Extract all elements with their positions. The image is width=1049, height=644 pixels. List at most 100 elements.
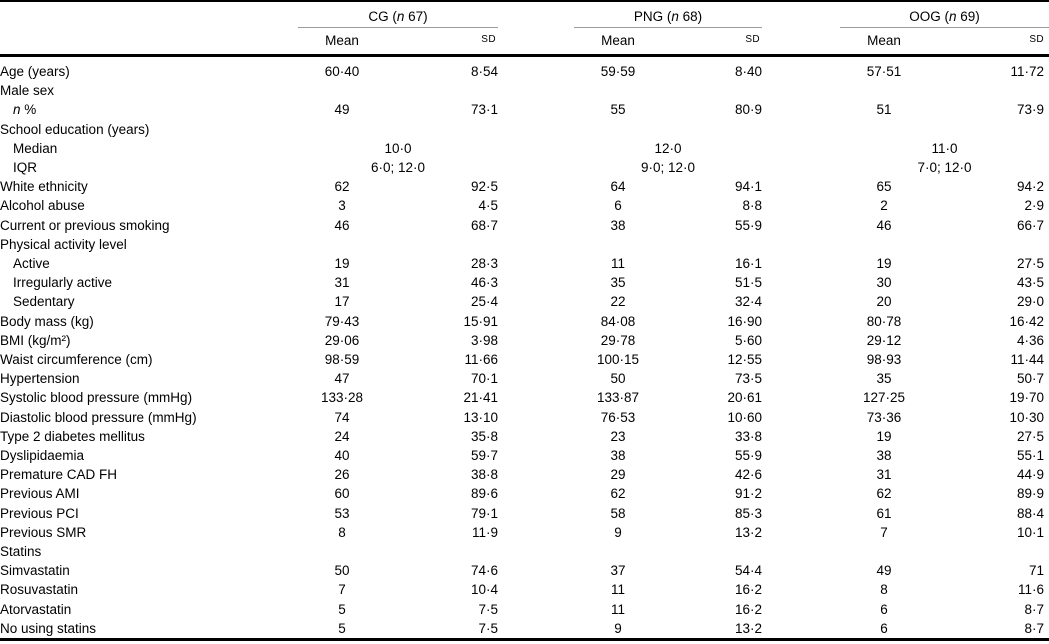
sd-column-header: SD xyxy=(662,27,763,57)
mean-value: 76·53 xyxy=(600,409,636,425)
mean-value: 19 xyxy=(876,428,892,444)
sd-value: 13·10 xyxy=(463,409,498,425)
column-spacer xyxy=(498,542,574,561)
table-row: BMI (kg/m²) 29·06 3·98 29·78 5·60 29·12 4·36 xyxy=(0,331,1049,350)
mean-column-header: Mean xyxy=(840,27,929,57)
sd-value: 10·60 xyxy=(727,409,763,425)
sd-value xyxy=(662,81,762,100)
row-label: Type 2 diabetes mellitus xyxy=(0,428,145,444)
group-header-1: PNG (n 68) xyxy=(574,1,763,28)
sd-value: 44·9 xyxy=(1016,467,1045,483)
row-label: Previous SMR xyxy=(0,524,87,540)
median-iqr-value: 9·0; 12·0 xyxy=(640,160,696,176)
mean-value: 20 xyxy=(876,294,892,310)
sd-value: 42·6 xyxy=(734,467,763,483)
mean-value: 6 xyxy=(880,601,888,617)
mean-value: 50 xyxy=(610,371,626,387)
sd-value: 8·8 xyxy=(742,198,763,214)
row-label: Previous AMI xyxy=(0,486,80,502)
sd-value: 13·2 xyxy=(734,524,763,540)
sd-value: 94·2 xyxy=(1016,179,1045,195)
median-iqr-value: 6·0; 12·0 xyxy=(370,160,426,176)
column-spacer xyxy=(762,139,840,158)
row-label: BMI (kg/m²) xyxy=(0,332,71,348)
row-label: Diastolic blood pressure (mmHg) xyxy=(0,409,197,425)
mean-value: 55 xyxy=(610,102,626,118)
table-row: Waist circumference (cm) 98·59 11·66 100·15… xyxy=(0,350,1049,369)
column-spacer xyxy=(762,273,840,292)
column-spacer xyxy=(762,504,840,523)
table-row: Dyslipidaemia 40 59·7 38 55·9 38 55·1 xyxy=(0,446,1049,465)
sd-value: 11·44 xyxy=(1010,352,1045,368)
table-row: Physical activity level xyxy=(0,235,1049,254)
sd-value: 32·4 xyxy=(734,294,763,310)
sd-value: 35·8 xyxy=(470,428,498,444)
mean-value: 29 xyxy=(610,467,626,483)
sd-value: 43·5 xyxy=(1016,275,1045,291)
mean-value: 98·93 xyxy=(866,352,902,368)
column-spacer xyxy=(762,120,840,139)
row-label: Physical activity level xyxy=(0,236,127,252)
sd-value: 16·42 xyxy=(1009,313,1045,329)
sd-value xyxy=(662,235,762,254)
column-spacer xyxy=(498,56,574,82)
sd-value: 28·3 xyxy=(470,256,498,272)
column-spacer xyxy=(498,465,574,484)
mean-value: 26 xyxy=(334,467,350,483)
column-spacer xyxy=(498,196,574,215)
column-spacer xyxy=(762,542,840,561)
sd-value: 91·2 xyxy=(734,486,763,502)
mean-value: 133·28 xyxy=(320,390,364,406)
group-header-2: OOG (n 69) xyxy=(840,1,1049,28)
mean-value: 9 xyxy=(614,524,622,540)
mean-value: 22 xyxy=(610,294,626,310)
table-header: CG (n 67) PNG (n 68) OOG (n 69) Mean SD Mean… xyxy=(0,1,1049,57)
column-spacer xyxy=(498,388,574,407)
column-spacer xyxy=(762,484,840,503)
sd-value: 55·9 xyxy=(734,217,763,233)
sd-value: 94·1 xyxy=(734,179,763,195)
table-row: Alcohol abuse 3 4·5 6 8·8 2 2·9 xyxy=(0,196,1049,215)
mean-value: 62 xyxy=(876,486,892,502)
row-label: Active xyxy=(13,256,50,272)
column-spacer xyxy=(762,331,840,350)
group-header-row: CG (n 67) PNG (n 68) OOG (n 69) xyxy=(0,1,1049,28)
sd-value: 11·72 xyxy=(1010,64,1045,79)
mean-value: 64 xyxy=(610,179,626,195)
sd-column-header: SD xyxy=(386,27,498,57)
table-row: Atorvastatin 5 7·5 11 16·2 6 8·7 xyxy=(0,600,1049,619)
table-row: White ethnicity 62 92·5 64 94·1 65 94·2 xyxy=(0,177,1049,196)
mean-value: 47 xyxy=(334,371,350,387)
median-iqr-value: 10·0 xyxy=(384,140,412,156)
sd-value: 21·41 xyxy=(463,390,498,406)
column-spacer xyxy=(762,100,840,119)
sd-value: 70·1 xyxy=(470,371,498,387)
row-label: n % xyxy=(13,102,37,118)
column-spacer xyxy=(762,427,840,446)
mean-value: 79·43 xyxy=(324,313,360,329)
sd-value: 16·90 xyxy=(727,313,763,329)
mean-value: 58 xyxy=(610,505,626,521)
row-label: Irregularly active xyxy=(13,275,113,291)
column-spacer xyxy=(498,235,574,254)
italic-n-label: n xyxy=(13,102,21,118)
mean-value: 84·08 xyxy=(600,313,636,329)
column-spacer xyxy=(762,216,840,235)
median-iqr-value: 11·0 xyxy=(931,140,958,156)
mean-value: 29·12 xyxy=(866,332,902,348)
row-label: School education (years) xyxy=(0,121,150,137)
column-spacer xyxy=(762,254,840,273)
mean-value: 6 xyxy=(614,198,622,214)
column-spacer xyxy=(498,446,574,465)
sd-value xyxy=(386,542,498,561)
mean-value: 38 xyxy=(876,448,892,464)
sd-value: 73·5 xyxy=(734,371,763,387)
column-spacer xyxy=(498,561,574,580)
table-row: n % 49 73·1 55 80·9 51 73·9 xyxy=(0,100,1049,119)
sd-value: 85·3 xyxy=(734,505,763,521)
mean-value: 35 xyxy=(610,275,626,291)
column-spacer xyxy=(498,312,574,331)
sd-value: 74·6 xyxy=(470,563,498,579)
mean-value: 133·87 xyxy=(596,390,640,406)
median-iqr-value: 7·0; 12·0 xyxy=(917,160,972,176)
